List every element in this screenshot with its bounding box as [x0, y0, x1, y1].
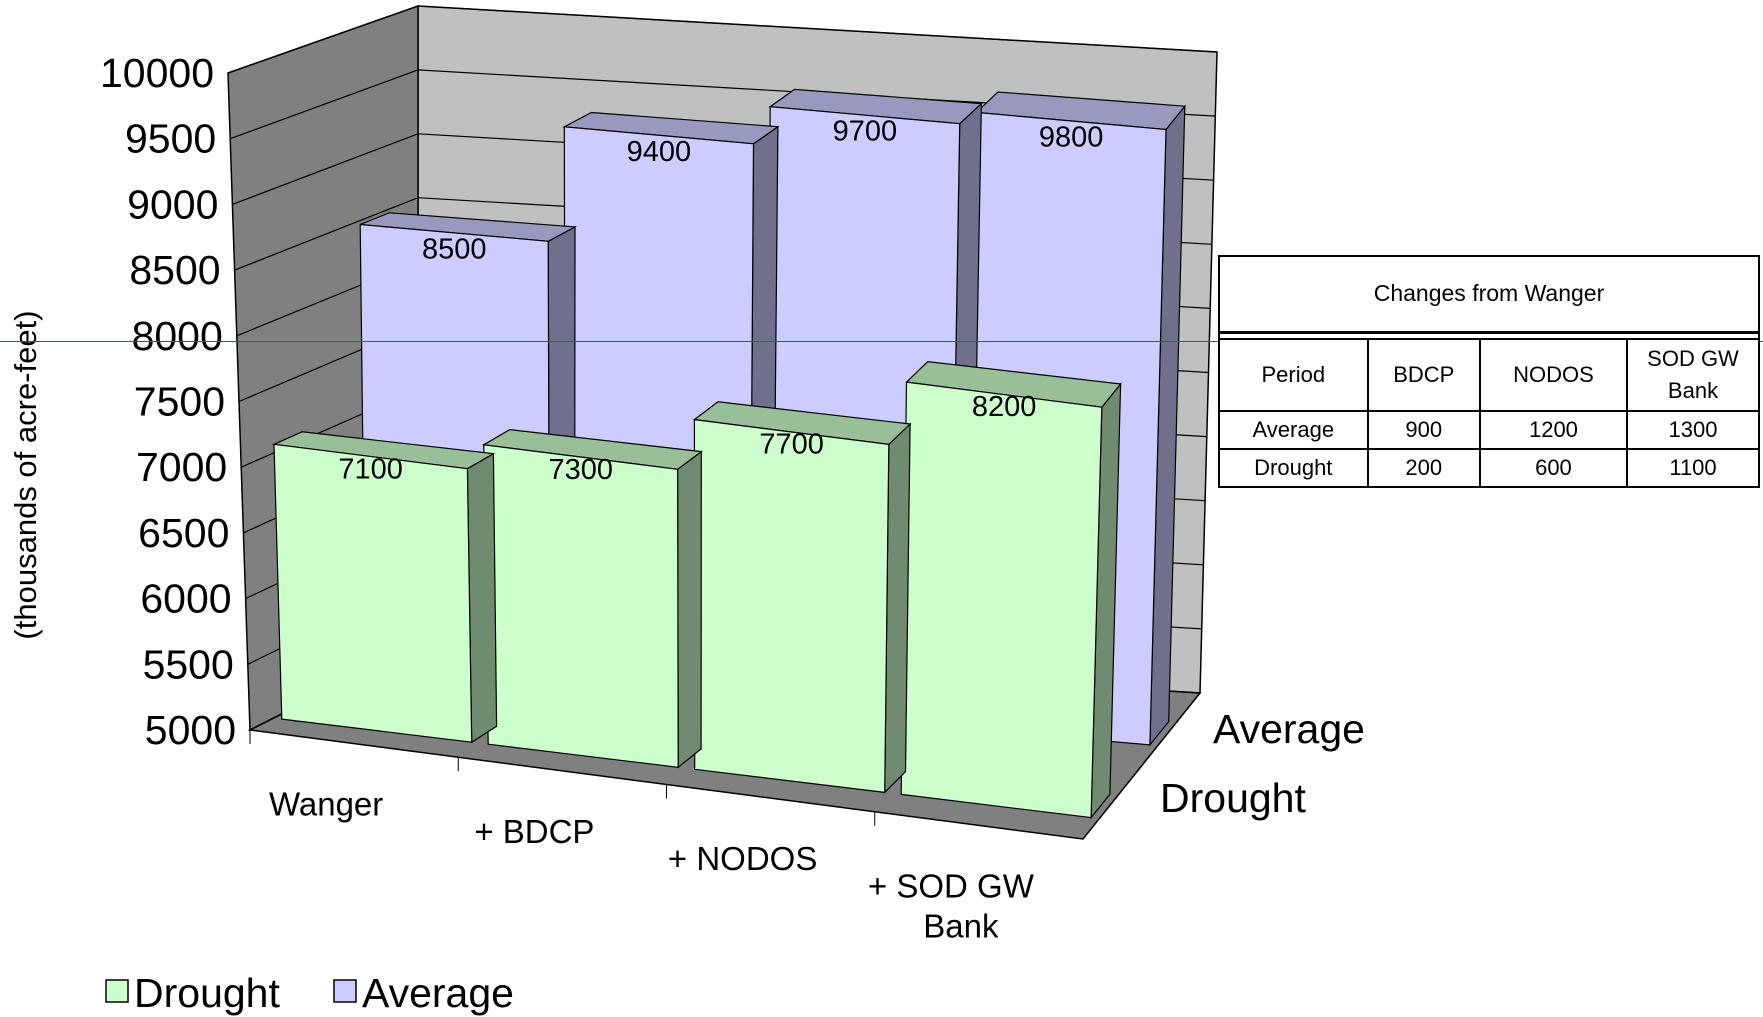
table-cell: 1100 — [1626, 448, 1760, 488]
data-label: 8200 — [972, 391, 1037, 423]
table-header-cell: NODOS — [1478, 338, 1629, 412]
y-tick-label: 10000 — [100, 50, 214, 96]
data-label: 7300 — [548, 454, 613, 486]
y-tick-label: 5500 — [143, 641, 234, 687]
legend: Drought Average — [105, 970, 514, 1016]
depth-label-drought: Drought — [1160, 775, 1306, 821]
bar-front — [273, 443, 473, 743]
category-label: + SOD GW Bank — [868, 867, 1035, 944]
y-tick-label: 7000 — [136, 444, 227, 490]
data-label: 9700 — [833, 116, 898, 148]
data-label: 9400 — [627, 136, 692, 168]
bar-drought-2: 7700 — [692, 401, 912, 794]
table-header-cell: Period — [1218, 338, 1369, 412]
depth-label-average: Average — [1213, 706, 1365, 752]
bar-drought-0: 7100 — [271, 431, 498, 744]
table-header-cell: SOD GW Bank — [1626, 338, 1760, 412]
table-cell: 1200 — [1478, 410, 1629, 450]
category-label: + NODOS — [668, 840, 817, 877]
table-cell: Drought — [1218, 448, 1369, 488]
y-tick-label: 5000 — [145, 707, 236, 753]
y-tick-label: 7500 — [134, 379, 225, 425]
y-tick-label: 8500 — [129, 247, 220, 293]
table-header-row: Period BDCP NODOS SOD GW Bank — [1218, 338, 1760, 412]
legend-label-drought: Drought — [134, 970, 280, 1016]
table-row: Drought 200 600 1100 — [1218, 448, 1760, 488]
table-title: Changes from Wanger — [1218, 255, 1760, 334]
bar-front — [483, 444, 679, 768]
data-label: 8500 — [422, 233, 487, 265]
bar-front — [900, 381, 1103, 819]
bar-drought-1: 7300 — [481, 428, 703, 769]
bar-front — [693, 418, 890, 794]
bar-drought-3: 8200 — [900, 360, 1122, 820]
legend-swatch-average — [333, 979, 357, 1003]
gridline — [227, 5, 1218, 74]
y-tick-label: 6000 — [140, 576, 231, 622]
table-cell: 200 — [1366, 448, 1481, 488]
y-axis-label: (thousands of acre-feet) — [8, 310, 43, 639]
data-label: 7700 — [759, 429, 824, 461]
category-labels: Wanger + BDCP + NODOS + SOD GW Bank — [249, 730, 1035, 944]
legend-swatch-drought — [105, 979, 129, 1003]
category-label: + BDCP — [474, 813, 594, 850]
y-tick-label: 9000 — [127, 181, 218, 227]
table-cell: Average — [1218, 410, 1369, 450]
bar-side — [676, 450, 702, 769]
y-tick-label: 8000 — [132, 313, 223, 359]
y-tick-label: 6500 — [138, 510, 229, 556]
y-tick-label: 9500 — [125, 116, 216, 162]
horizontal-rule — [0, 341, 1763, 342]
data-label: 9800 — [1039, 121, 1104, 153]
table-cell: 900 — [1366, 410, 1481, 450]
bars: 9800 9700 9400 8500 8200 7700 7300 7100 — [271, 88, 1186, 820]
legend-label-average: Average — [362, 970, 514, 1016]
table-cell: 600 — [1478, 448, 1629, 488]
table-header-cell: BDCP — [1366, 338, 1481, 412]
table-row: Average 900 1200 1300 — [1218, 410, 1760, 450]
changes-table: Changes from Wanger Period BDCP NODOS SO… — [1218, 255, 1760, 488]
depth-labels: Average Drought — [1160, 706, 1365, 821]
table-cell: 1300 — [1626, 410, 1760, 450]
data-label: 7100 — [338, 453, 403, 485]
y-axis-ticks: 5000 5500 6000 6500 7000 7500 8000 8500 9000 9500… — [100, 50, 236, 753]
category-label: Wanger — [269, 786, 383, 823]
bar-side — [466, 452, 498, 744]
